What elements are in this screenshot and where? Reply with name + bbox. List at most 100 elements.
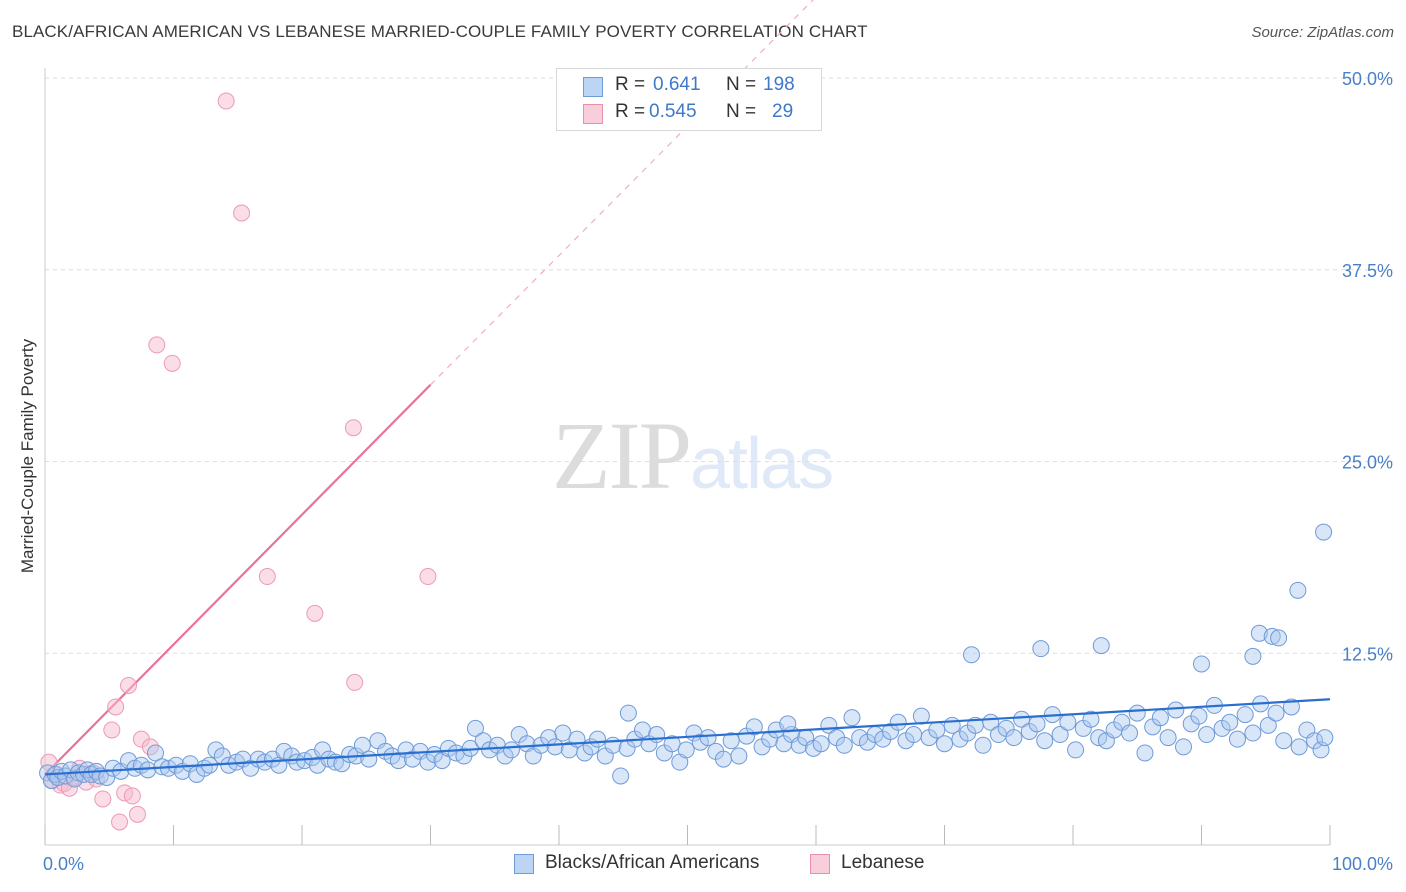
y-tick-label: 25.0%	[1342, 453, 1393, 473]
black-point	[1244, 647, 1262, 665]
lebanese-point	[129, 805, 147, 823]
black-point	[1263, 627, 1281, 645]
lebanese-point	[94, 790, 112, 808]
lebanese-point	[233, 204, 251, 222]
black-point	[745, 718, 763, 736]
black-point	[1290, 738, 1308, 756]
lebanese-trend-extension	[430, 0, 814, 386]
black-point	[1121, 724, 1139, 742]
black-point	[1244, 724, 1262, 742]
black-point	[1159, 729, 1177, 747]
black-point	[905, 726, 923, 744]
black-point	[812, 735, 830, 753]
x-tick-label: 0.0%	[43, 854, 84, 874]
lebanese-point	[111, 813, 129, 831]
black-point	[502, 741, 520, 759]
black-point	[730, 747, 748, 765]
bottom-legend-pink-label: Lebanese	[841, 852, 925, 873]
legend-swatch-pink	[583, 104, 603, 124]
black-point	[835, 736, 853, 754]
bottom-legend-blue-label: Blacks/African Americans	[545, 852, 760, 873]
legend-row-blue: R = 0.641 N = 198	[557, 74, 821, 100]
correlation-legend: R = 0.641 N = 198 R = 0.545 N = 29	[556, 68, 822, 131]
black-point	[619, 704, 637, 722]
black-point	[779, 715, 797, 733]
legend-row-pink: R = 0.545 N = 29	[557, 101, 821, 127]
legend-swatch-blue	[583, 77, 603, 97]
black-point	[1067, 741, 1085, 759]
lebanese-point	[346, 673, 364, 691]
black-point	[1306, 732, 1324, 750]
black-point	[353, 736, 371, 754]
black-point	[1198, 726, 1216, 744]
black-point	[147, 744, 165, 762]
black-point	[612, 767, 630, 785]
source-label: Source: ZipAtlas.com	[1251, 24, 1394, 41]
black-point	[1228, 730, 1246, 748]
black-point	[663, 735, 681, 753]
lebanese-point	[163, 354, 181, 372]
black-point	[98, 769, 116, 787]
black-point	[1175, 738, 1193, 756]
black-point	[360, 750, 378, 768]
gridlines	[45, 77, 1395, 654]
black-point	[1167, 701, 1185, 719]
y-tick-label: 50.0%	[1342, 69, 1393, 89]
black-point	[699, 729, 717, 747]
black-point	[554, 724, 572, 742]
lebanese-point	[419, 568, 437, 586]
legend-r-label: R =	[615, 74, 646, 95]
black-point	[1315, 523, 1333, 541]
black-point	[1051, 726, 1069, 744]
black-point	[1221, 713, 1239, 731]
black-point	[1032, 640, 1050, 658]
black-point	[974, 736, 992, 754]
lebanese-point	[148, 336, 166, 354]
black-point	[1013, 710, 1031, 728]
black-point	[576, 744, 594, 762]
black-point	[1270, 629, 1288, 647]
black-point	[1059, 713, 1077, 731]
black-point	[466, 719, 484, 737]
legend-n-value: 198	[763, 74, 795, 95]
black-point	[1250, 624, 1268, 642]
lebanese-point	[306, 604, 324, 622]
lebanese-point	[107, 698, 125, 716]
black-point	[889, 713, 907, 731]
lebanese-point	[103, 721, 121, 739]
bottom-swatch-blue	[514, 854, 534, 874]
legend-r-value: 0.545	[649, 101, 697, 122]
lebanese-point	[123, 787, 141, 805]
black-point	[1136, 744, 1154, 762]
black-point	[936, 735, 953, 753]
black-point	[1267, 704, 1285, 722]
legend-r-label: R =	[615, 101, 646, 122]
y-tick-label: 37.5%	[1342, 261, 1393, 281]
black-point	[714, 750, 732, 768]
black-point	[1092, 637, 1110, 655]
black-point	[1036, 732, 1054, 750]
y-tick-label: 12.5%	[1342, 644, 1393, 664]
black-point	[1128, 704, 1146, 722]
black-point	[1316, 729, 1334, 747]
black-trend	[44, 698, 1331, 776]
axes	[44, 68, 1331, 846]
lebanese-point	[120, 676, 138, 694]
black-point	[962, 646, 980, 664]
black-point	[1259, 716, 1277, 734]
watermark: ZIPatlas	[552, 400, 834, 511]
black-point	[604, 736, 622, 754]
black-point	[677, 741, 695, 759]
black-point	[341, 745, 359, 763]
legend-n-label: N =	[726, 74, 757, 95]
lebanese-point	[217, 92, 235, 110]
watermark-atlas: atlas	[690, 424, 834, 504]
black-point	[648, 726, 666, 744]
black-point	[1005, 729, 1023, 747]
black-point	[1275, 732, 1293, 750]
black-point	[843, 709, 861, 727]
black-point	[1190, 707, 1208, 725]
lebanese-point	[344, 419, 362, 437]
black-point	[1082, 710, 1100, 728]
